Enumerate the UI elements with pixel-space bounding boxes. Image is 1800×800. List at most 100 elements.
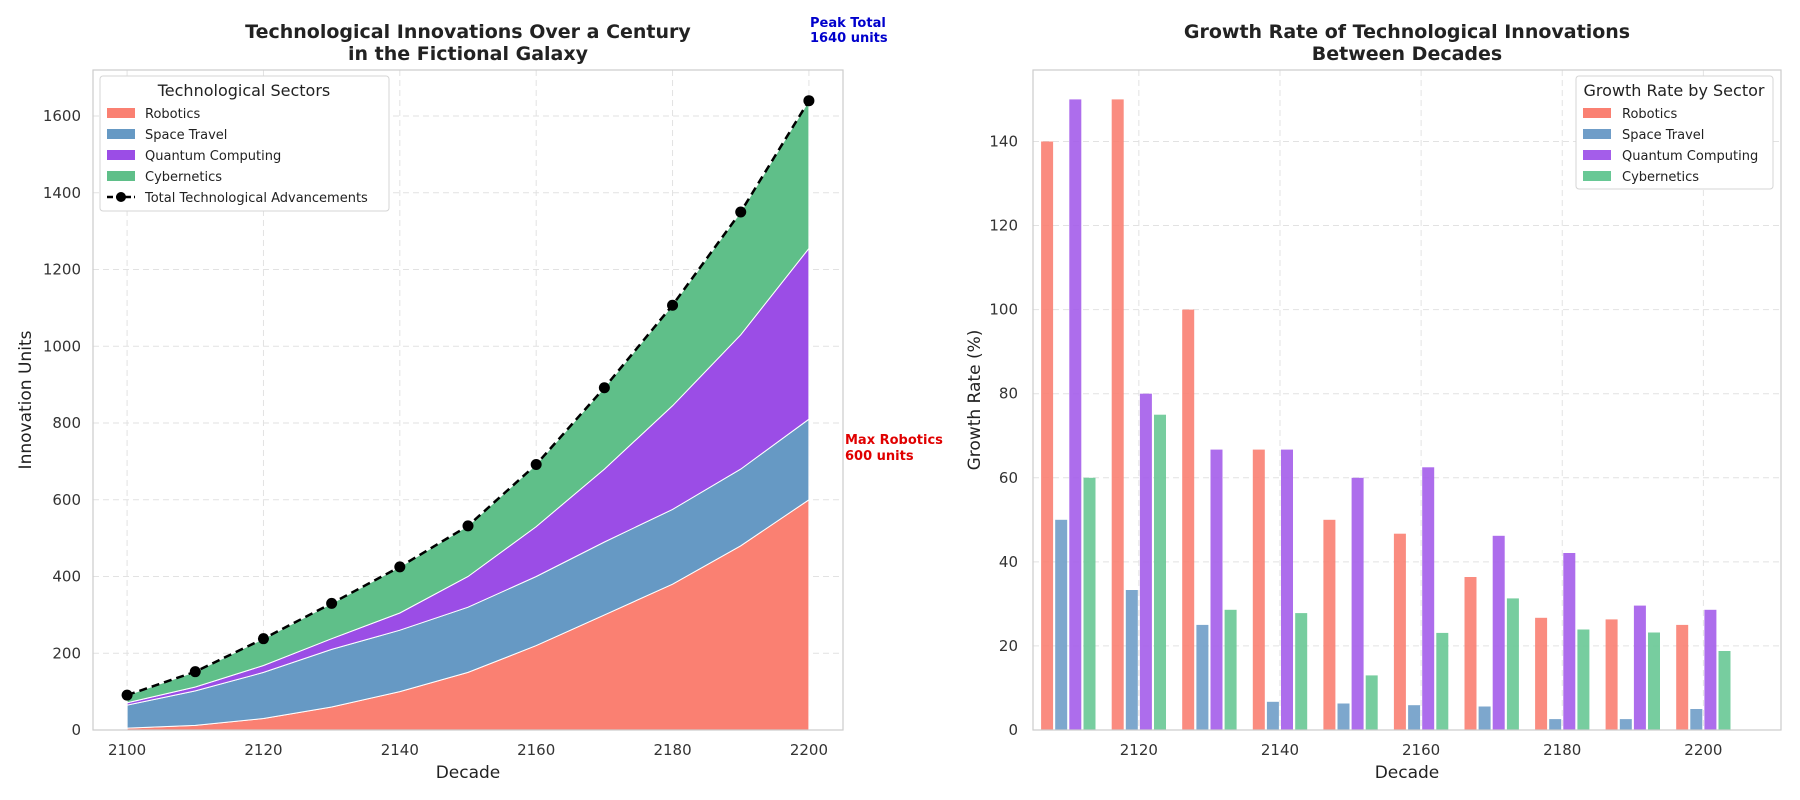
x-tick-label: 2140 <box>1261 741 1299 759</box>
x-axis-label: Decade <box>1375 763 1440 783</box>
legend-label: Quantum Computing <box>1622 149 1758 164</box>
x-tick-label: 2180 <box>1543 741 1581 759</box>
total-point <box>667 299 679 311</box>
bar-cybernetics <box>1295 613 1308 730</box>
legend: Technological Sectors Robotics Space Trave… <box>99 75 390 212</box>
x-tick-label: 2140 <box>381 741 419 759</box>
y-tick-label: 80 <box>999 385 1018 403</box>
bar-quantum-computing <box>1139 393 1152 730</box>
legend-swatch <box>1583 171 1611 181</box>
total-point <box>530 458 542 470</box>
x-tick-label: 2160 <box>1402 741 1440 759</box>
legend: Growth Rate by Sector Robotics Space Trave… <box>1575 75 1774 190</box>
chart-title: Growth Rate of Technological Innovations… <box>1184 21 1630 65</box>
legend-label: Space Travel <box>1622 128 1704 143</box>
total-point <box>189 666 201 678</box>
x-tick-label: 2100 <box>108 741 146 759</box>
bar-quantum-computing <box>1704 609 1717 730</box>
bar-cybernetics <box>1506 598 1519 730</box>
bar-quantum-computing <box>1210 449 1223 730</box>
bar-space-travel <box>1619 719 1632 730</box>
total-point <box>394 561 406 573</box>
bar-robotics <box>1676 624 1689 730</box>
bar-cybernetics <box>1224 609 1237 730</box>
total-point <box>598 382 610 394</box>
legend-swatch <box>107 108 135 118</box>
legend-swatch <box>107 129 135 139</box>
y-tick-label: 200 <box>52 644 81 662</box>
plot-frame <box>92 69 844 731</box>
y-tick-label: 1400 <box>43 184 81 202</box>
bar-cybernetics <box>1577 629 1590 730</box>
bar-quantum-computing <box>1492 535 1505 730</box>
bar-quantum-computing <box>1633 605 1646 730</box>
x-tick-label: 2120 <box>1120 741 1158 759</box>
y-axis-label: Growth Rate (%) <box>965 330 985 471</box>
bar-cybernetics <box>1083 477 1096 730</box>
y-tick-label: 0 <box>71 721 81 739</box>
y-tick-label: 140 <box>989 132 1018 150</box>
total-point <box>121 689 133 701</box>
legend-title: Technological Sectors <box>157 81 331 100</box>
total-point <box>257 633 269 645</box>
x-tick-label: 2160 <box>517 741 555 759</box>
bar-robotics <box>1182 309 1195 730</box>
bar-cybernetics <box>1648 632 1660 730</box>
annotation-max-robotics: Max Robotics 600 units <box>845 433 943 464</box>
bar-robotics <box>1111 99 1124 730</box>
legend-box <box>99 75 390 212</box>
legend-label: Robotics <box>1622 107 1677 122</box>
bar-cybernetics <box>1365 675 1378 730</box>
y-tick-label: 120 <box>989 217 1018 235</box>
bar-cybernetics <box>1154 414 1166 730</box>
bar-quantum-computing <box>1281 449 1293 730</box>
y-tick-label: 100 <box>989 301 1018 319</box>
bar-quantum-computing <box>1422 467 1435 730</box>
legend-label: Robotics <box>145 107 200 122</box>
legend-label: Cybernetics <box>1622 170 1699 185</box>
y-tick-label: 600 <box>52 491 81 509</box>
legend-label: Space Travel <box>145 128 227 143</box>
bar-space-travel <box>1478 706 1491 730</box>
total-point <box>735 206 747 218</box>
bar-quantum-computing <box>1563 553 1576 730</box>
bar-space-travel <box>1125 590 1138 730</box>
annotation-peak-total: Peak Total 1640 units <box>810 16 888 46</box>
bar-space-travel <box>1266 701 1279 730</box>
bar-robotics <box>1393 533 1406 730</box>
x-tick-label: 2180 <box>653 741 691 759</box>
chart-title: Technological Innovations Over a Century… <box>245 21 691 65</box>
y-tick-label: 20 <box>999 637 1018 655</box>
legend-label: Quantum Computing <box>145 149 281 164</box>
x-tick-label: 2120 <box>244 741 282 759</box>
y-tick-label: 0 <box>1008 721 1018 739</box>
y-axis-label: Innovation Units <box>16 330 36 469</box>
bar-robotics <box>1323 519 1336 730</box>
y-tick-label: 800 <box>52 414 81 432</box>
x-axis-label: Decade <box>436 763 501 783</box>
plot-frame <box>1032 69 1782 731</box>
y-tick-label: 400 <box>52 568 81 586</box>
legend-swatch <box>107 171 135 181</box>
legend-box <box>1575 75 1774 190</box>
bar-cybernetics <box>1718 651 1731 730</box>
bar-robotics <box>1252 449 1265 730</box>
stacked-area-chart: 2100 2120 2140 2160 2180 2200 0 200 400 600 800 100… <box>16 16 943 783</box>
total-point <box>462 520 474 532</box>
x-tick-label: 2200 <box>1684 741 1722 759</box>
bar-quantum-computing <box>1351 477 1364 730</box>
total-point <box>803 95 815 107</box>
x-tick-label: 2200 <box>790 741 828 759</box>
y-tick-label: 60 <box>999 469 1018 487</box>
bar-space-travel <box>1408 705 1421 730</box>
legend-swatch <box>1583 150 1611 160</box>
legend-swatch <box>1583 129 1611 139</box>
bar-space-travel <box>1055 519 1068 730</box>
bar-space-travel <box>1549 719 1562 730</box>
bar-robotics <box>1605 619 1618 730</box>
growth-rate-bar-chart: 2120 2140 2160 2180 2200 0 20 40 60 80 100 120 140 Gr… <box>965 21 1782 783</box>
bar-robotics <box>1041 141 1054 730</box>
bar-cybernetics <box>1436 632 1449 730</box>
legend-swatch <box>1583 108 1611 118</box>
